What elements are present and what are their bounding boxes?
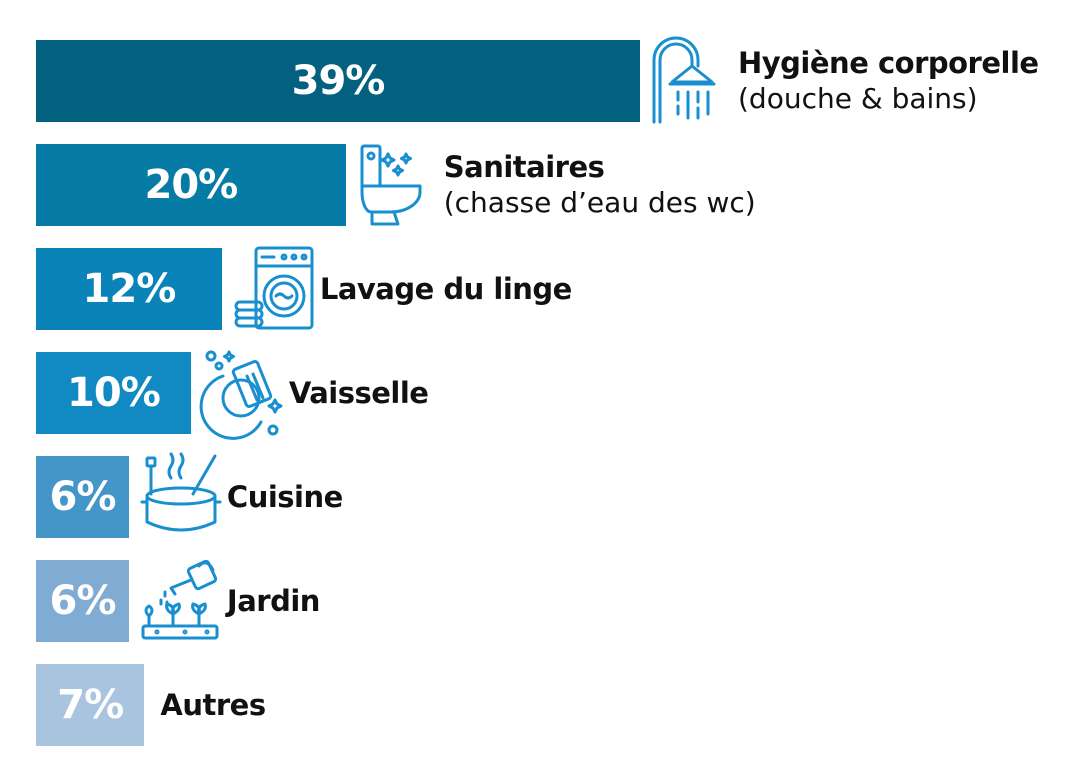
dish-washing-icon xyxy=(199,350,283,440)
category-name: Autres xyxy=(160,688,266,722)
washing-machine-icon xyxy=(234,246,314,332)
bar-toilet xyxy=(36,144,346,226)
bar-value-label: 12% xyxy=(82,266,177,312)
category-label: Vaisselle xyxy=(289,375,429,411)
category-label: Sanitaires (chasse d’eau des wc) xyxy=(444,149,756,221)
bar-value-label: 20% xyxy=(144,162,238,208)
category-name: Vaisselle xyxy=(288,376,429,410)
category-name: Jardin xyxy=(226,584,321,618)
bar-value-label: 6% xyxy=(49,578,117,624)
category-label: Jardin xyxy=(226,583,321,619)
category-name: Lavage du linge xyxy=(319,272,573,306)
watering-can-icon xyxy=(141,558,221,644)
category-label: Hygiène corporelle (douche & bains) xyxy=(738,45,1039,117)
bar-value-label: 7% xyxy=(57,682,124,728)
bar-shower xyxy=(36,40,640,122)
bar-other xyxy=(36,664,145,746)
shower-icon xyxy=(652,36,732,124)
category-label: Cuisine xyxy=(227,479,343,515)
bar-cooking-pot xyxy=(36,456,129,538)
bar-watering-can xyxy=(36,560,129,642)
bar-dish-washing xyxy=(36,352,191,434)
bar-value-label: 10% xyxy=(67,370,161,416)
toilet-icon xyxy=(358,142,438,228)
bar-value-label: 39% xyxy=(291,58,386,104)
bar-washing-machine xyxy=(36,248,222,330)
category-name: Sanitaires xyxy=(443,150,605,184)
category-label: Autres xyxy=(160,687,266,723)
category-name: Cuisine xyxy=(226,480,343,514)
bar-value-label: 6% xyxy=(49,474,117,520)
category-sublabel: (chasse d’eau des wc) xyxy=(443,186,756,219)
category-sublabel: (douche & bains) xyxy=(738,82,978,115)
cooking-pot-icon xyxy=(140,452,222,540)
category-name: Hygiène corporelle xyxy=(738,46,1039,80)
category-label: Lavage du linge xyxy=(319,271,573,307)
